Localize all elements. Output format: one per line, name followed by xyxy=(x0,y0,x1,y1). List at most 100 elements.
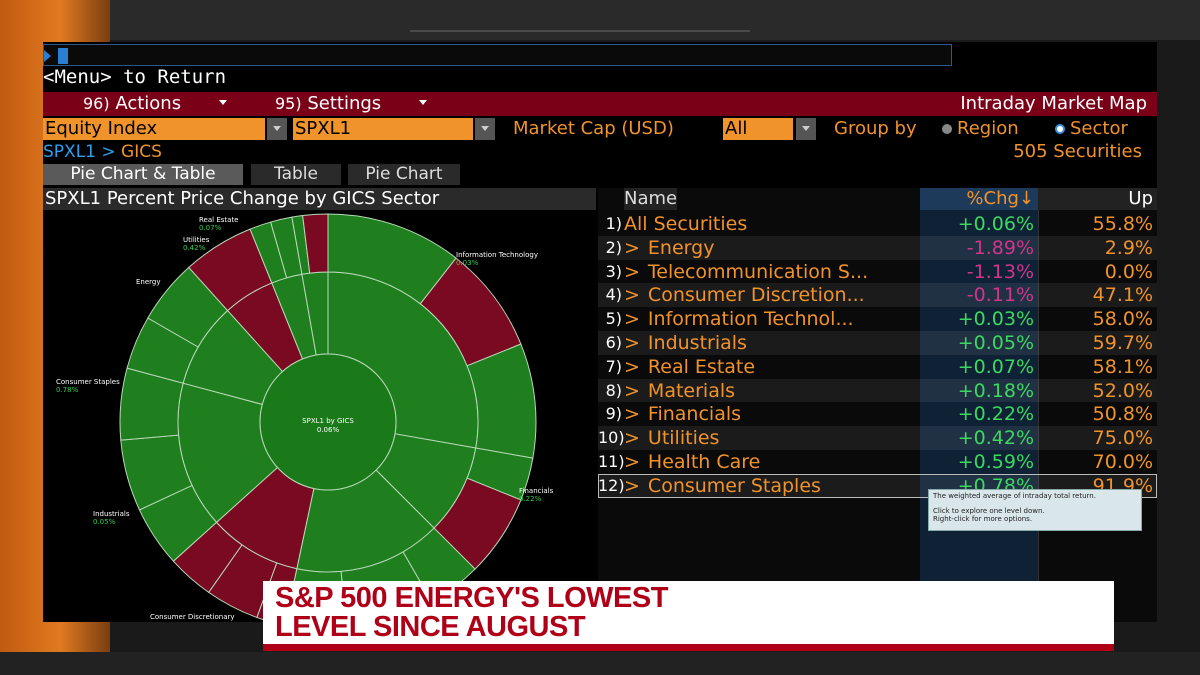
table-row[interactable]: 1) All Securities +0.06% 55.8% xyxy=(598,212,1157,236)
securities-count: 505 Securities xyxy=(1013,141,1142,162)
chg-column-bg xyxy=(920,210,1039,622)
headline-line-1: S&P 500 ENERGY'S LOWEST xyxy=(275,582,668,614)
row-up: 58.0% xyxy=(1092,308,1153,331)
row-name-text: Consumer Staples xyxy=(647,474,821,497)
chart-panel-title: SPXL1 Percent Price Change by GICS Secto… xyxy=(43,188,596,210)
row-chg: -1.89% xyxy=(966,236,1034,259)
row-name[interactable]: > Materials xyxy=(624,379,735,403)
sector-radio[interactable] xyxy=(1055,124,1065,134)
ticker-dropdown-icon[interactable] xyxy=(475,118,495,140)
row-name[interactable]: > Telecommunication S... xyxy=(624,260,868,284)
expand-chevron-icon[interactable]: > xyxy=(624,379,640,402)
sub-slice[interactable] xyxy=(302,213,329,274)
table-row[interactable]: 3) > Telecommunication S... -1.13% 0.0% xyxy=(598,260,1157,284)
expand-chevron-icon[interactable]: > xyxy=(624,451,640,473)
actions-label: Actions xyxy=(115,93,182,114)
row-up: 55.8% xyxy=(1092,213,1153,235)
expand-chevron-icon[interactable]: > xyxy=(624,284,640,307)
row-name[interactable]: > Information Technol... xyxy=(624,307,854,331)
sub-slice[interactable] xyxy=(466,343,537,459)
row-name[interactable]: > Utilities xyxy=(624,426,719,450)
news-lower-third: S&P 500 ENERGY'S LOWEST LEVEL SINCE AUGU… xyxy=(263,581,1114,644)
command-arrow-icon xyxy=(44,50,51,62)
tab-pie-chart[interactable]: Pie Chart xyxy=(348,164,460,185)
actions-caret-icon[interactable] xyxy=(219,100,227,105)
row-index: 11) xyxy=(598,452,625,471)
row-name[interactable]: > Health Care xyxy=(624,450,760,474)
row-name[interactable]: All Securities xyxy=(624,212,747,236)
menu-hint: <Menu> to Return xyxy=(43,66,227,88)
expand-chevron-icon[interactable]: > xyxy=(624,403,640,426)
up-column-bg xyxy=(1038,210,1157,622)
headline-line-2: LEVEL SINCE AUGUST xyxy=(275,611,586,643)
row-name[interactable]: > Consumer Staples xyxy=(624,474,821,498)
row-chg: +0.07% xyxy=(957,355,1034,378)
table-row[interactable]: 4) > Consumer Discretion... -0.11% 47.1% xyxy=(598,283,1157,308)
slice-label-information-technology: Information Technology 0.03% xyxy=(456,251,538,267)
expand-chevron-icon[interactable]: > xyxy=(624,355,640,378)
expand-chevron-icon[interactable]: > xyxy=(624,474,640,497)
security-type-dropdown-icon[interactable] xyxy=(267,118,287,140)
header-chg[interactable]: %Chg↓ xyxy=(920,188,1038,210)
tab-pie-chart-and-table[interactable]: Pie Chart & Table xyxy=(43,164,243,185)
row-name[interactable]: > Industrials xyxy=(624,331,747,355)
table-row[interactable]: 8) > Materials +0.18% 52.0% xyxy=(598,378,1157,403)
row-chg: -1.13% xyxy=(966,260,1034,283)
tab-table[interactable]: Table xyxy=(251,164,341,185)
table-row[interactable]: 6) > Industrials +0.05% 59.7% xyxy=(598,331,1157,355)
breadcrumb-root[interactable]: SPXL1 xyxy=(43,142,96,162)
row-index: 2) xyxy=(605,237,622,257)
region-radio[interactable] xyxy=(942,124,952,134)
row-index: 6) xyxy=(605,333,622,352)
row-index: 4) xyxy=(605,285,622,305)
row-name-text: Materials xyxy=(647,379,736,402)
slice-label-energy: Energy xyxy=(136,278,161,286)
sector-pie-chart[interactable]: SPXL1 by GICS 0.06% xyxy=(43,210,596,622)
header-name[interactable]: Name xyxy=(624,188,678,210)
ticker-field[interactable]: SPXL1 xyxy=(293,118,473,140)
actions-menu[interactable]: 96) Actions xyxy=(83,93,181,114)
market-cap-dropdown-icon[interactable] xyxy=(796,118,816,140)
pie-center[interactable] xyxy=(259,353,397,491)
table-row[interactable]: 11) > Health Care +0.59% 70.0% xyxy=(598,450,1157,474)
expand-chevron-icon[interactable]: > xyxy=(624,236,640,259)
table-row[interactable]: 9) > Financials +0.22% 50.8% xyxy=(598,402,1157,426)
row-up: 47.1% xyxy=(1092,284,1153,307)
expand-chevron-icon[interactable]: > xyxy=(624,332,640,354)
expand-chevron-icon[interactable]: > xyxy=(624,427,640,450)
row-index: 3) xyxy=(605,261,622,281)
market-cap-field[interactable]: All xyxy=(723,118,793,140)
settings-menu[interactable]: 95) Settings xyxy=(275,93,381,114)
command-line[interactable] xyxy=(43,44,952,66)
expand-chevron-icon[interactable]: > xyxy=(624,308,640,331)
pie-center-value: 0.06% xyxy=(317,426,340,434)
row-up: 0.0% xyxy=(1104,260,1153,283)
row-name[interactable]: > Real Estate xyxy=(624,355,755,379)
expand-chevron-icon[interactable]: > xyxy=(624,260,640,283)
table-row[interactable]: 7) > Real Estate +0.07% 58.1% xyxy=(598,355,1157,379)
settings-caret-icon[interactable] xyxy=(419,100,427,105)
row-chg: +0.42% xyxy=(957,427,1034,450)
row-name[interactable]: > Energy xyxy=(624,236,714,260)
table-row[interactable]: 2) > Energy -1.89% 2.9% xyxy=(598,235,1157,260)
region-label[interactable]: Region xyxy=(957,118,1019,139)
pie-center-label: SPXL1 by GICS xyxy=(302,417,354,425)
row-chg: +0.03% xyxy=(957,308,1034,331)
row-name[interactable]: > Consumer Discretion... xyxy=(624,283,865,307)
table-row[interactable]: 10) > Utilities +0.42% 75.0% xyxy=(598,426,1157,450)
row-name[interactable]: > Financials xyxy=(624,402,741,426)
row-name-text: Real Estate xyxy=(647,355,756,378)
market-cap-label: Market Cap (USD) xyxy=(513,118,674,139)
row-chg: +0.06% xyxy=(957,213,1034,235)
sector-label[interactable]: Sector xyxy=(1070,118,1128,139)
header-up[interactable]: Up xyxy=(1038,188,1157,210)
actions-number: 96) xyxy=(83,94,110,113)
row-name-text: All Securities xyxy=(624,213,748,235)
row-index: 5) xyxy=(605,309,622,329)
table-row[interactable]: 5) > Information Technol... +0.03% 58.0% xyxy=(598,307,1157,331)
terminal-window: <Menu> to Return 96) Actions 95) Setting… xyxy=(43,42,1157,622)
row-up: 2.9% xyxy=(1104,236,1153,259)
row-name-text: Information Technol... xyxy=(647,308,854,331)
row-up: 50.8% xyxy=(1092,403,1153,426)
security-type-field[interactable]: Equity Index xyxy=(43,118,265,140)
